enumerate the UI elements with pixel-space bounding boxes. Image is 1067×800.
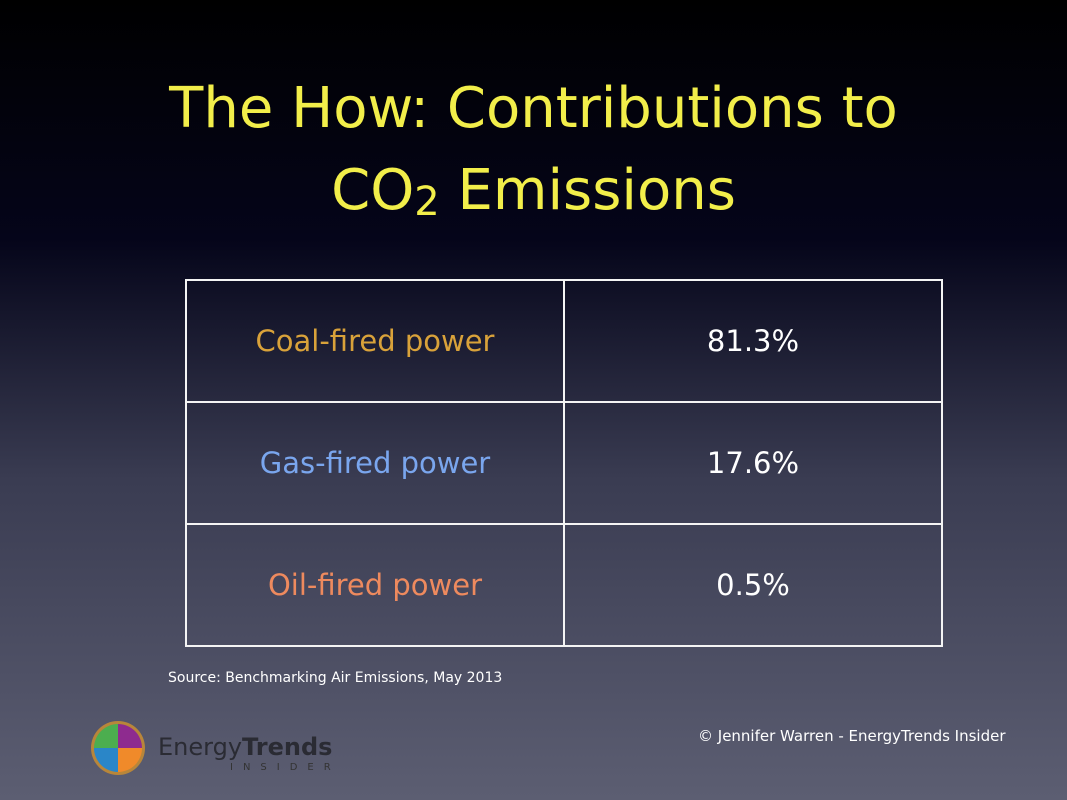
table-row: Gas-fired power 17.6% — [185, 401, 943, 525]
row-value: 0.5% — [563, 523, 943, 647]
logo-text: EnergyTrends — [158, 733, 333, 761]
row-value: 17.6% — [563, 401, 943, 525]
logo-subtext: INSIDER — [230, 762, 341, 773]
table-row: Oil-fired power 0.5% — [185, 523, 943, 647]
table-row: Coal-fired power 81.3% — [185, 279, 943, 403]
energytrends-logo-icon — [91, 721, 145, 775]
copyright: © Jennifer Warren - EnergyTrends Insider — [698, 727, 1006, 745]
row-value: 81.3% — [563, 279, 943, 403]
row-label: Gas-fired power — [185, 401, 565, 525]
source-note: Source: Benchmarking Air Emissions, May … — [168, 670, 503, 686]
slide-title: The How: Contributions to CO2 Emissions — [169, 76, 898, 225]
row-label: Coal-fired power — [185, 279, 565, 403]
row-label: Oil-fired power — [185, 523, 565, 647]
emissions-table: Coal-fired power 81.3% Gas-fired power 17.… — [185, 279, 943, 647]
